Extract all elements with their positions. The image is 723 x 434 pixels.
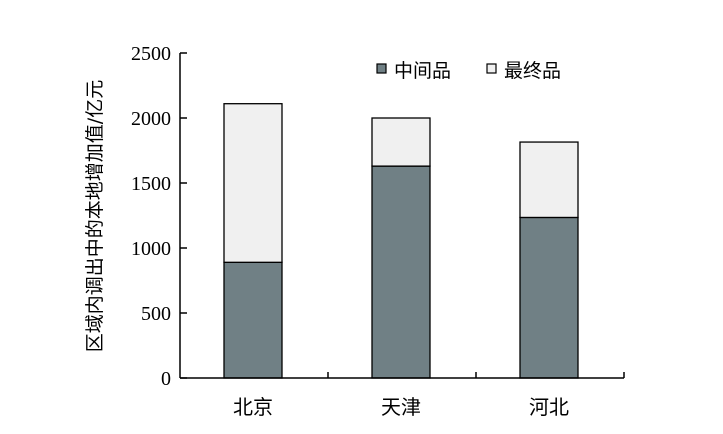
- legend-swatch: [376, 63, 387, 74]
- y-tick-label: 2000: [131, 108, 171, 130]
- x-ticks: 北京 天津 河北: [233, 372, 625, 419]
- y-ticks: 0 500 1000 1500 2000 2500: [131, 43, 187, 390]
- bar-final-segment: [223, 103, 283, 263]
- y-axis-title: 区域内调出中的本地增加值/亿元: [84, 80, 106, 352]
- y-tick-label: 2500: [131, 43, 171, 65]
- bar-intermediate-segment: [223, 261, 283, 379]
- x-category-label: 河北: [529, 395, 569, 419]
- y-tick-label: 0: [161, 368, 171, 390]
- legend-label: 中间品: [394, 60, 451, 82]
- x-category-label: 天津: [381, 395, 421, 419]
- y-tick-label: 1500: [131, 173, 171, 195]
- bar-final-segment: [519, 141, 579, 219]
- legend-label: 最终品: [504, 60, 561, 82]
- bars-layer: [223, 103, 579, 379]
- y-tick-label: 500: [141, 303, 171, 325]
- y-tick-label: 1000: [131, 238, 171, 260]
- bar-intermediate-segment: [519, 216, 579, 379]
- x-category-label: 北京: [233, 395, 273, 419]
- bar-intermediate-segment: [371, 165, 431, 379]
- legend: 中间品 最终品: [376, 60, 561, 82]
- legend-swatch: [486, 63, 497, 74]
- bar-final-segment: [371, 117, 431, 167]
